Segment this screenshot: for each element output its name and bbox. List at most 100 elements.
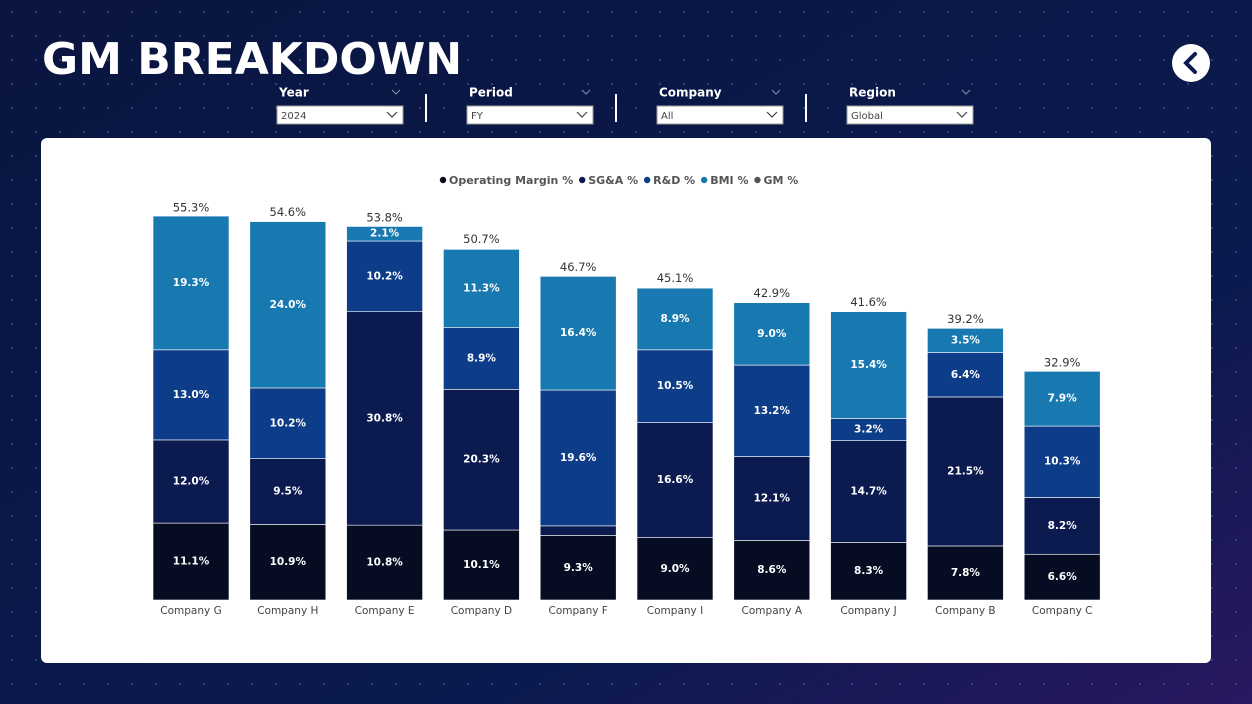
filter-dropdown[interactable] — [276, 105, 404, 125]
bar-segment — [733, 364, 811, 457]
dropdown-arrow[interactable] — [576, 111, 588, 118]
legend-label: SG&A % — [588, 174, 638, 187]
data-label: 12.0% — [173, 475, 210, 487]
legend-label: BMI % — [710, 174, 748, 187]
data-label: 8.6% — [757, 564, 787, 576]
data-label: 11.1% — [173, 556, 210, 568]
x-tick-label: Company J — [840, 605, 896, 617]
dropdown-arrow[interactable] — [956, 111, 968, 118]
dropdown-arrow[interactable] — [386, 111, 398, 118]
bar-segment — [249, 524, 327, 601]
data-label: 14.7% — [850, 486, 887, 498]
bar-segment — [636, 287, 714, 351]
data-label: 21.5% — [947, 465, 984, 477]
x-tick-label: Company G — [160, 605, 221, 617]
bar-segment — [443, 529, 520, 601]
filter-value[interactable]: 2024 — [281, 111, 306, 122]
data-label: 8.3% — [854, 565, 884, 577]
bar-segment — [152, 349, 230, 441]
bar-segment — [249, 387, 327, 459]
data-label: 8.9% — [660, 313, 690, 325]
legend-marker — [439, 176, 447, 184]
bar-segment — [733, 456, 811, 541]
data-label: 10.1% — [463, 559, 500, 571]
total-label: 46.7% — [560, 260, 597, 274]
legend-label: Operating Margin % — [449, 174, 573, 187]
bar-segment — [1023, 371, 1101, 427]
data-label: 10.5% — [657, 380, 694, 392]
data-label: 3.5% — [951, 334, 981, 346]
filters: Year 2024 Period FY Company All Region Global — [276, 86, 974, 125]
bar-segment — [443, 249, 520, 328]
data-label: 10.8% — [366, 557, 403, 569]
page-title: GM BREAKDOWN — [42, 34, 462, 85]
bar-segment — [636, 537, 714, 601]
x-tick-label: Company I — [647, 605, 703, 617]
filter-label: Year — [278, 86, 309, 100]
bar-segment — [733, 540, 811, 601]
filter-value[interactable]: All — [661, 111, 673, 122]
data-label: 6.6% — [1048, 571, 1078, 583]
total-label: 39.2% — [947, 312, 984, 326]
legend-marker — [579, 176, 586, 184]
x-tick-label: Company D — [451, 605, 512, 617]
filter-dropdown[interactable] — [846, 105, 974, 125]
bar-segment — [152, 439, 230, 524]
data-label: 11.3% — [463, 282, 500, 294]
x-tick-label: Company E — [355, 605, 415, 617]
bar-segment — [1023, 425, 1101, 498]
total-label: 45.1% — [657, 271, 694, 285]
filter-dropdown[interactable] — [466, 105, 594, 125]
back-icon[interactable] — [1183, 52, 1197, 74]
filter-collapse-icon[interactable] — [391, 89, 401, 95]
bar-segment — [830, 542, 907, 601]
filter-dropdown[interactable] — [656, 105, 784, 125]
total-label: 55.3% — [173, 200, 210, 214]
bar-segment — [733, 302, 811, 366]
back-button[interactable] — [1172, 44, 1210, 82]
bar-segment — [249, 221, 327, 389]
bar-segment — [152, 522, 230, 601]
data-label: 8.2% — [1048, 520, 1078, 532]
filter-value[interactable]: Global — [851, 111, 883, 122]
filter-collapse-icon[interactable] — [961, 89, 971, 95]
data-label: 12.1% — [754, 492, 791, 504]
filter-value[interactable]: FY — [471, 111, 484, 122]
x-tick-label: Company A — [742, 605, 803, 617]
data-label: 9.3% — [564, 562, 594, 574]
chart-card — [41, 138, 1211, 663]
bar-segment — [830, 311, 907, 419]
bar-segment — [539, 276, 617, 391]
legend: Operating Margin % SG&A % R&D % BMI % GM % — [439, 174, 798, 187]
filter-collapse-icon[interactable] — [581, 89, 591, 95]
bar-segment — [1023, 497, 1101, 555]
total-label: 53.8% — [366, 211, 403, 225]
legend-label: R&D % — [653, 174, 695, 187]
data-label: 9.5% — [273, 486, 303, 498]
data-label: 16.4% — [560, 327, 597, 339]
bar-segment — [1023, 553, 1101, 601]
x-tick-label: Company F — [549, 605, 608, 617]
data-label: 19.3% — [173, 277, 210, 289]
bar-segment — [927, 396, 1004, 547]
bar-segment — [830, 440, 907, 543]
back-button-circle[interactable] — [1172, 44, 1210, 82]
filter-label: Company — [659, 86, 722, 100]
bar-segment — [346, 226, 423, 242]
bar-segment — [152, 215, 230, 351]
filter-collapse-icon[interactable] — [771, 89, 781, 95]
data-label: 9.0% — [757, 328, 787, 340]
data-label: 13.2% — [754, 405, 791, 417]
total-label: 50.7% — [463, 232, 500, 246]
total-label: 32.9% — [1044, 356, 1081, 370]
bar-segment — [443, 327, 520, 390]
x-tick-label: Company H — [257, 605, 318, 617]
data-label: 10.2% — [270, 417, 307, 429]
bar-segment — [927, 545, 1004, 601]
bar-segment — [636, 422, 714, 538]
dropdown-arrow[interactable] — [766, 111, 778, 118]
data-label: 10.2% — [366, 270, 403, 282]
legend-marker — [643, 176, 651, 184]
